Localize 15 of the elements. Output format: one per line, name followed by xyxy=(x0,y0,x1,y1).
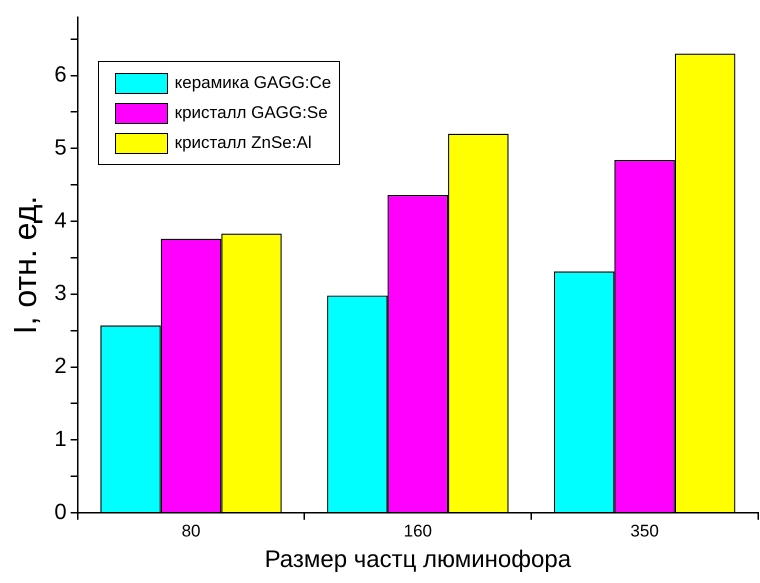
y-tick-label: 3 xyxy=(54,280,67,306)
y-tick-label: 0 xyxy=(54,498,67,524)
legend-label: керамика GAGG:Ce xyxy=(174,73,332,94)
y-axis-title: I, отн. ед. xyxy=(7,196,44,334)
x-axis-title: Размер частц люминофора xyxy=(264,546,572,574)
legend-label: кристалл GAGG:Se xyxy=(174,103,328,124)
legend-label: кристалл ZnSe:Al xyxy=(174,133,312,154)
y-tick-label: 1 xyxy=(54,426,67,451)
y-tick-label: 5 xyxy=(54,134,67,160)
y-tick-label: 2 xyxy=(54,353,67,378)
x-tick-label: 80 xyxy=(182,522,200,541)
x-tick-label: 350 xyxy=(630,522,659,541)
x-tick-label: 160 xyxy=(404,522,432,541)
y-tick-label: 4 xyxy=(54,207,67,232)
y-tick-label: 6 xyxy=(54,62,67,87)
